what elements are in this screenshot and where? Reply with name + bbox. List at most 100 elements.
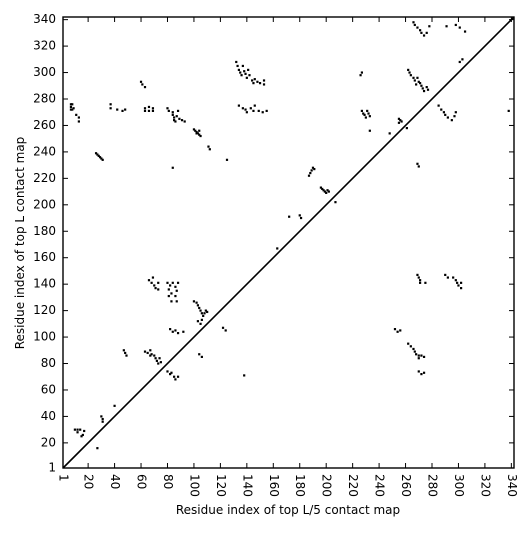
contact-point	[121, 109, 124, 112]
contact-point	[319, 186, 322, 189]
contact-point	[100, 415, 103, 418]
x-tick-label: 80	[161, 474, 175, 489]
contact-point	[311, 166, 315, 169]
contact-point	[422, 371, 426, 374]
contact-point	[83, 429, 86, 433]
y-tick-label: 240	[33, 144, 56, 158]
contact-point	[195, 132, 198, 135]
contact-point	[180, 119, 184, 122]
contact-point	[196, 304, 199, 307]
contact-point	[175, 115, 178, 118]
contact-point	[417, 80, 420, 83]
x-tick-label: 280	[426, 474, 440, 497]
contact-point	[241, 107, 244, 110]
contact-point	[200, 312, 203, 315]
contact-point	[72, 107, 75, 110]
contact-point	[171, 166, 174, 169]
contact-point	[147, 109, 151, 112]
contact-point	[147, 105, 151, 109]
contact-point	[166, 281, 169, 284]
contact-point	[173, 119, 176, 122]
diagonal-line	[62, 16, 515, 469]
contact-point	[422, 89, 426, 93]
contact-point	[422, 34, 426, 37]
contact-point	[174, 378, 177, 381]
contact-point	[151, 109, 155, 112]
y-tick-label: 140	[33, 277, 56, 291]
contact-point	[69, 103, 73, 106]
contact-point	[262, 79, 266, 82]
contact-point	[174, 120, 177, 123]
contact-point	[419, 281, 422, 284]
contact-point	[396, 330, 399, 333]
y-tick-label: 220	[33, 171, 56, 185]
contact-point	[175, 289, 178, 292]
contact-point	[147, 279, 151, 282]
contact-point	[422, 355, 426, 358]
contact-point	[442, 111, 445, 114]
contact-point	[248, 74, 251, 77]
contact-point	[417, 354, 420, 357]
contact-point	[100, 157, 103, 160]
x-tick-label: 60	[135, 474, 149, 489]
contact-point	[413, 79, 416, 82]
contact-point	[171, 281, 174, 284]
x-tick-label: 40	[108, 474, 122, 489]
contact-point	[252, 109, 255, 112]
contact-point	[412, 347, 415, 351]
contact-point	[460, 281, 463, 284]
x-tick-label: 340	[505, 474, 519, 497]
contact-point	[199, 134, 202, 138]
contact-point	[243, 374, 246, 377]
contact-point	[364, 116, 367, 119]
y-tick-label: 280	[33, 92, 56, 106]
contact-point	[446, 276, 449, 279]
contact-point	[445, 25, 448, 28]
contact-point	[122, 349, 125, 352]
contact-point	[198, 306, 201, 310]
contact-point	[412, 21, 415, 24]
y-tick-label: 320	[33, 39, 56, 53]
contact-point	[171, 330, 174, 333]
contact-point	[252, 82, 255, 85]
contact-point	[399, 329, 402, 332]
contact-point	[96, 447, 99, 450]
contact-point	[200, 355, 203, 358]
contact-point	[407, 342, 410, 345]
contact-point	[221, 326, 225, 329]
contact-point	[98, 156, 102, 159]
x-tick-label: 300	[452, 474, 466, 497]
y-tick-label: 40	[41, 409, 56, 423]
contact-point	[460, 287, 463, 290]
contact-point	[363, 113, 366, 116]
contact-point	[420, 373, 423, 376]
contact-point	[366, 109, 369, 112]
y-tick-label: 340	[33, 12, 56, 26]
contact-point	[415, 353, 418, 356]
contact-point	[244, 108, 247, 111]
contact-point	[194, 129, 197, 132]
contact-point	[437, 104, 440, 107]
contact-point	[80, 435, 83, 438]
contact-point	[298, 214, 301, 217]
x-tick-label: 180	[293, 474, 307, 497]
contact-point	[360, 109, 363, 112]
contact-point	[154, 357, 157, 360]
contact-point	[400, 120, 403, 123]
contact-point	[236, 64, 239, 68]
y-tick-label: 260	[33, 118, 56, 132]
contact-point	[157, 362, 160, 365]
contact-point	[237, 68, 240, 71]
contact-point	[416, 273, 419, 276]
y-tick-label: 1	[48, 461, 56, 475]
contact-point	[149, 354, 152, 357]
contact-point	[224, 329, 227, 332]
contact-point	[109, 103, 112, 106]
contact-point	[454, 111, 457, 114]
contact-point	[81, 433, 84, 437]
contact-point	[174, 294, 177, 298]
contact-point	[313, 168, 316, 171]
contact-point	[251, 79, 254, 82]
contact-point	[75, 113, 78, 116]
contact-point	[416, 76, 419, 79]
